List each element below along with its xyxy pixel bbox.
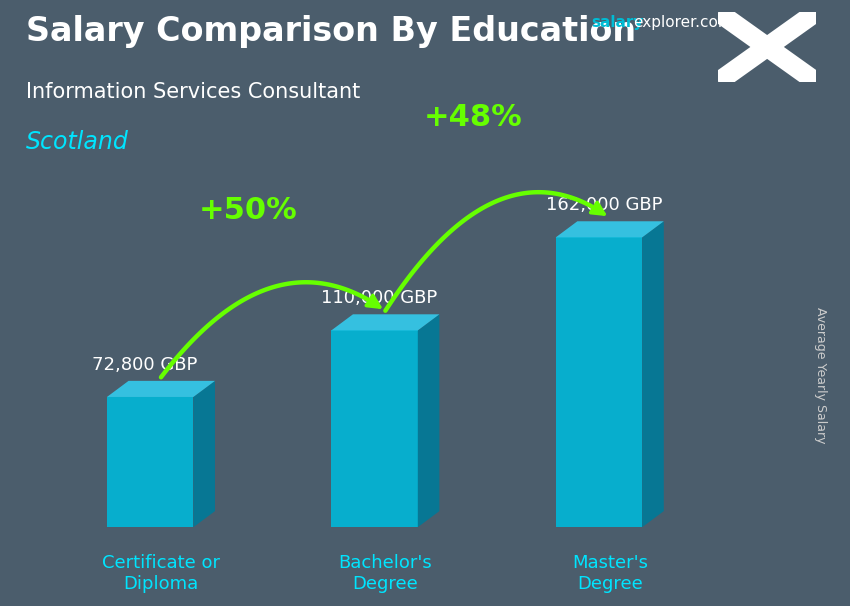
Text: 162,000 GBP: 162,000 GBP (546, 196, 662, 214)
Text: Scotland: Scotland (26, 130, 128, 155)
Polygon shape (556, 221, 664, 238)
Polygon shape (643, 221, 664, 527)
Polygon shape (418, 315, 439, 527)
Text: +50%: +50% (199, 196, 298, 225)
Polygon shape (194, 381, 215, 527)
Polygon shape (107, 397, 194, 527)
Text: Bachelor's
Degree: Bachelor's Degree (338, 554, 433, 593)
Text: Master's
Degree: Master's Degree (572, 554, 648, 593)
Polygon shape (332, 330, 418, 527)
Text: Information Services Consultant: Information Services Consultant (26, 82, 360, 102)
Text: 72,800 GBP: 72,800 GBP (92, 356, 197, 374)
Polygon shape (556, 238, 643, 527)
Text: explorer.com: explorer.com (633, 15, 733, 30)
Text: +48%: +48% (423, 103, 522, 132)
Text: 110,000 GBP: 110,000 GBP (321, 289, 438, 307)
Polygon shape (107, 381, 215, 397)
Polygon shape (332, 315, 439, 330)
Text: Certificate or
Diploma: Certificate or Diploma (102, 554, 220, 593)
Text: Salary Comparison By Education: Salary Comparison By Education (26, 15, 636, 48)
Text: Average Yearly Salary: Average Yearly Salary (813, 307, 827, 444)
Text: salary: salary (591, 15, 643, 30)
